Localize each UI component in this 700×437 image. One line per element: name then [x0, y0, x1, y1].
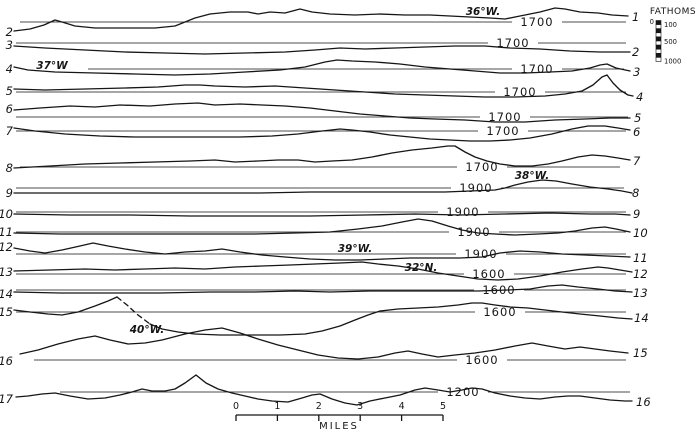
fathoms-scale-bar-segment [655, 20, 662, 25]
profile-line [15, 374, 633, 406]
fathoms-tick-label: 1000 [664, 58, 681, 66]
profile-left-number: 7 [6, 124, 14, 138]
profile-line [116, 296, 151, 325]
profile-line [19, 327, 629, 360]
depth-label: 1600 [482, 283, 515, 297]
geo-annotation: 38°W. [515, 170, 550, 182]
fathoms-scale-bar-segment [655, 40, 662, 46]
profile-line [13, 125, 631, 142]
profile-right-number: 10 [633, 226, 648, 240]
fathoms-tick-label: 500 [664, 38, 677, 46]
profile-left-number: 15 [0, 305, 13, 319]
fathoms-scale-bar-segment [655, 52, 662, 58]
profile-right-number: 12 [633, 267, 648, 281]
depth-label: 1900 [464, 247, 497, 261]
profile-line [13, 45, 631, 55]
profile-right-number: 13 [633, 286, 648, 300]
profile-right-number: 8 [632, 186, 639, 200]
profile-right-number: 6 [633, 125, 640, 139]
depth-label: 1700 [488, 110, 521, 124]
fathoms-scale-title: FATHOMS [650, 7, 696, 17]
profile-right-number: 14 [634, 311, 649, 325]
geo-annotation: 36°W. [466, 6, 501, 18]
fathoms-scale-bar-segment [655, 48, 662, 54]
profile-left-number: 13 [0, 265, 13, 279]
profile-left-number: 10 [0, 207, 13, 221]
miles-tick-label: 3 [357, 401, 363, 412]
depth-label: 1900 [459, 181, 492, 195]
profile-left-number: 12 [0, 240, 13, 254]
profile-line [149, 302, 633, 336]
miles-tick-label: 4 [399, 401, 405, 412]
profile-right-number: 1 [632, 10, 639, 24]
profile-line [13, 7, 629, 32]
profile-line [13, 74, 634, 98]
profile-left-number: 2 [6, 25, 13, 39]
depth-label: 1700 [503, 85, 536, 99]
depth-label: 1700 [496, 36, 529, 50]
profile-line [13, 284, 633, 294]
miles-tick-label: 5 [440, 401, 446, 412]
geo-annotation: 37°W [36, 60, 68, 72]
fathoms-scale-bar-segment [655, 24, 662, 30]
profile-line [13, 212, 631, 217]
profile-left-number: 5 [6, 84, 13, 98]
profile-left-number: 6 [6, 102, 13, 116]
profile-line [13, 261, 633, 281]
profile-line [13, 179, 633, 194]
profile-left-number: 9 [6, 186, 13, 200]
profile-left-number: 14 [0, 287, 13, 301]
fathoms-scale-bar-segment [655, 32, 662, 38]
profile-right-number: 3 [633, 65, 640, 79]
profile-line [13, 296, 118, 316]
profile-line [13, 145, 631, 169]
profile-left-number: 17 [0, 392, 14, 406]
profile-left-number: 4 [6, 62, 13, 76]
profile-right-number: 7 [633, 154, 641, 168]
profile-right-number: 16 [636, 395, 651, 409]
depth-label: 1600 [483, 305, 516, 319]
geo-annotation: 40°W. [129, 324, 165, 336]
profile-right-number: 4 [636, 90, 643, 104]
profile-right-number: 2 [632, 45, 639, 59]
depth-label: 1600 [465, 353, 498, 367]
depth-label: 1700 [465, 160, 498, 174]
miles-tick-label: 2 [316, 401, 322, 412]
profile-left-number: 8 [6, 161, 13, 175]
depth-label: 1700 [486, 124, 519, 138]
miles-tick-label: 1 [274, 401, 280, 412]
depth-label: 1700 [520, 15, 553, 29]
depth-label: 1200 [446, 385, 479, 399]
miles-tick-label: 0 [233, 401, 239, 412]
fathoms-scale-bar-segment [655, 36, 662, 42]
profile-line [13, 218, 631, 236]
profile-line [13, 59, 631, 76]
fathoms-scale-bar-segment [655, 28, 662, 34]
fathoms-scale-bar-segment [655, 57, 662, 62]
depth-label: 1700 [520, 62, 553, 76]
profile-left-number: 16 [0, 354, 13, 368]
miles-scale-title: MILES [319, 421, 359, 432]
depth-label: 1600 [472, 267, 505, 281]
depth-label: 1900 [457, 225, 490, 239]
fathoms-scale-bar-segment [655, 44, 662, 50]
profile-right-number: 15 [633, 346, 648, 360]
fathoms-tick-label: 100 [664, 21, 677, 29]
fathoms-tick-label: 0 [650, 18, 654, 26]
profile-left-number: 3 [6, 38, 13, 52]
geo-annotation: 39°W. [338, 243, 373, 255]
profile-right-number: 9 [633, 207, 640, 221]
profile-right-number: 11 [633, 251, 648, 265]
profile-left-number: 11 [0, 225, 13, 239]
depth-label: 1900 [446, 205, 479, 219]
profile-line [13, 102, 631, 123]
profile-right-number: 5 [634, 111, 641, 125]
profile-line [13, 242, 631, 261]
geo-annotation: 32°N. [405, 262, 438, 274]
